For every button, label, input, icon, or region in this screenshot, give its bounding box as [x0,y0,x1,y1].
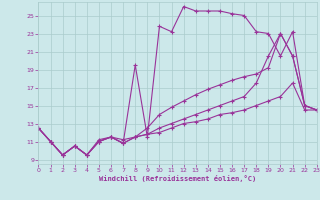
X-axis label: Windchill (Refroidissement éolien,°C): Windchill (Refroidissement éolien,°C) [99,175,256,182]
